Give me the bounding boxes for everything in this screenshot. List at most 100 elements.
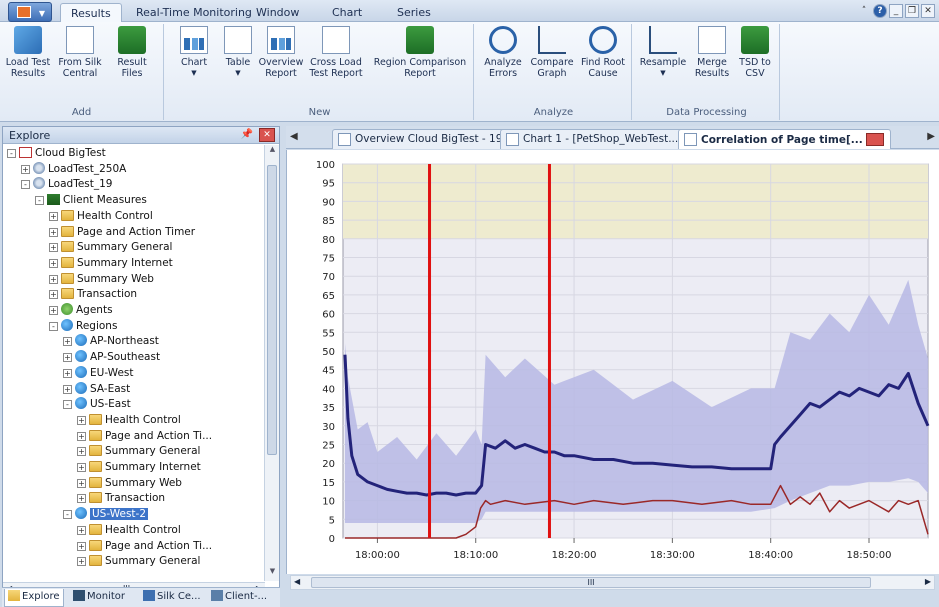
tree-node[interactable]: - Regions <box>49 318 117 334</box>
tab-explore[interactable]: Explore <box>4 589 64 607</box>
expand-icon[interactable]: + <box>49 243 58 253</box>
scrollbar-thumb[interactable]: III <box>311 577 871 588</box>
expand-icon[interactable]: + <box>49 306 58 315</box>
tab-scroll-right-icon[interactable]: ▶ <box>927 131 935 142</box>
restore-icon[interactable]: ❐ <box>905 4 919 18</box>
tree-node[interactable]: + Page and Action Ti... <box>77 429 212 444</box>
tree-node[interactable]: + Page and Action Timer <box>49 225 195 240</box>
minimize-icon[interactable]: _ <box>889 4 903 18</box>
expand-icon[interactable]: + <box>77 541 86 551</box>
expand-icon[interactable]: + <box>63 384 72 394</box>
collapse-icon[interactable]: - <box>63 510 72 520</box>
tree-node[interactable]: + Agents <box>49 303 113 318</box>
tree-node[interactable]: + Summary General <box>77 444 200 459</box>
help-icon[interactable]: ? <box>873 4 887 18</box>
tsd-to-csv-button[interactable]: TSD to CSV <box>734 24 776 79</box>
expand-icon[interactable]: + <box>49 258 58 268</box>
doc-tab-correlation[interactable]: Correlation of Page time[... <box>678 129 891 149</box>
tree-node[interactable]: + SA-East <box>63 381 130 397</box>
scrollbar-thumb[interactable] <box>267 165 277 455</box>
expand-icon[interactable]: + <box>63 368 72 378</box>
tab-window[interactable]: Window <box>256 6 300 19</box>
scroll-up-icon[interactable]: ▲ <box>269 145 276 153</box>
tree-node[interactable]: + LoadTest_250A <box>21 161 126 177</box>
scroll-down-icon[interactable]: ▼ <box>269 567 276 575</box>
close-icon[interactable]: ✕ <box>921 4 935 18</box>
tree-node[interactable]: + Transaction <box>49 287 137 302</box>
tree-node[interactable]: + Summary Web <box>49 272 154 287</box>
merge-results-button[interactable]: Merge Results <box>690 24 734 79</box>
collapse-icon[interactable]: - <box>21 180 30 190</box>
tab-silk-central[interactable]: Silk Ce... <box>140 589 204 607</box>
expand-icon[interactable]: + <box>49 290 58 300</box>
expand-icon[interactable]: + <box>63 353 72 363</box>
compare-graph-button[interactable]: Compare Graph <box>528 24 576 79</box>
tree-node[interactable]: + AP-Northeast <box>63 334 159 349</box>
tab-client[interactable]: Client-... <box>208 589 270 607</box>
expand-icon[interactable]: + <box>21 164 30 174</box>
expand-icon[interactable]: + <box>77 557 86 567</box>
find-root-cause-button[interactable]: Find Root Cause <box>578 24 628 79</box>
load-test-results-button[interactable]: Load Test Results <box>4 24 52 79</box>
expand-icon[interactable]: + <box>63 337 72 347</box>
expand-icon[interactable]: + <box>49 227 58 237</box>
expand-icon[interactable]: + <box>77 415 86 425</box>
doc-tab-chart-1[interactable]: Chart 1 - [PetShop_WebTest... <box>500 129 686 149</box>
expand-icon[interactable]: + <box>77 494 86 504</box>
tree-node[interactable]: + Transaction <box>77 491 165 506</box>
correlation-chart[interactable]: 0 5 10 15 20 25 30 35 40 45 50 55 60 65 70 75 80 85 90 95 10… <box>287 150 939 574</box>
tab-monitor[interactable]: Monitor <box>70 589 128 607</box>
tree-node[interactable]: + Summary General <box>49 240 172 255</box>
collapse-icon[interactable]: - <box>49 321 58 331</box>
tree-node[interactable]: - LoadTest_19 <box>21 177 112 192</box>
chart-horizontal-scrollbar[interactable]: ◀ III ▶ <box>290 575 935 590</box>
region-comparison-report-button[interactable]: Region Comparison Report <box>368 24 472 79</box>
tree-node[interactable]: + Health Control <box>77 523 181 538</box>
tree-node[interactable]: - US-West-2 <box>63 507 148 522</box>
close-icon[interactable]: ✕ <box>259 128 275 142</box>
tree-node[interactable]: - Cloud BigTest <box>7 146 106 161</box>
tree-node[interactable]: + EU-West <box>63 365 134 381</box>
tree-node[interactable]: + Summary Internet <box>49 256 173 271</box>
expand-icon[interactable]: + <box>49 274 58 284</box>
close-tab-icon[interactable] <box>865 133 884 146</box>
tab-real-time-monitoring[interactable]: Real-Time Monitoring <box>136 6 252 19</box>
tree-node[interactable]: + Page and Action Ti... <box>77 539 212 554</box>
expand-icon[interactable]: + <box>77 478 86 488</box>
collapse-icon[interactable]: - <box>35 196 44 206</box>
vertical-scrollbar[interactable]: ▲ ▼ <box>264 145 279 581</box>
tab-series[interactable]: Series <box>397 6 431 19</box>
scroll-left-icon[interactable]: ◀ <box>294 577 301 586</box>
tree-node[interactable]: + AP-Southeast <box>63 350 160 365</box>
scroll-right-icon[interactable]: ▶ <box>924 577 931 586</box>
pin-icon[interactable]: 📌 <box>240 129 253 140</box>
expand-icon[interactable]: + <box>77 525 86 535</box>
chevron-up-icon[interactable]: ˄ <box>861 6 867 16</box>
result-files-button[interactable]: Result Files <box>110 24 154 79</box>
resample-button[interactable]: Resample ▼ <box>638 24 688 79</box>
expand-icon[interactable]: + <box>49 211 58 221</box>
cross-load-test-report-button[interactable]: Cross Load Test Report <box>306 24 366 79</box>
expand-icon[interactable]: + <box>77 463 86 472</box>
collapse-icon[interactable]: - <box>63 400 72 410</box>
overview-report-button[interactable]: Overview Report <box>258 24 304 79</box>
doc-tab-overview[interactable]: Overview Cloud BigTest - 19 <box>332 129 510 149</box>
expand-icon[interactable]: + <box>77 431 86 441</box>
tab-chart[interactable]: Chart <box>332 6 363 19</box>
tree-node[interactable]: + Summary General <box>77 554 200 569</box>
new-chart-button[interactable]: Chart ▼ <box>172 24 216 79</box>
tab-results[interactable]: Results <box>60 3 122 23</box>
tree-node[interactable]: - US-East <box>63 397 131 412</box>
tree-node[interactable]: + Summary Web <box>77 476 182 491</box>
analyze-errors-button[interactable]: Analyze Errors <box>480 24 526 79</box>
from-silk-central-button[interactable]: From Silk Central <box>54 24 106 79</box>
tree-node[interactable]: + Summary Internet <box>77 460 201 475</box>
tab-scroll-left-icon[interactable]: ◀ <box>290 131 298 142</box>
tree-node[interactable]: - Client Measures <box>35 193 147 208</box>
application-menu-button[interactable]: ▼ <box>8 2 52 22</box>
tree-node[interactable]: + Health Control <box>77 413 181 428</box>
new-table-button[interactable]: Table ▼ <box>216 24 260 79</box>
tree-node[interactable]: + Health Control <box>49 209 153 224</box>
expand-icon[interactable]: + <box>77 447 86 457</box>
collapse-icon[interactable]: - <box>7 149 16 158</box>
